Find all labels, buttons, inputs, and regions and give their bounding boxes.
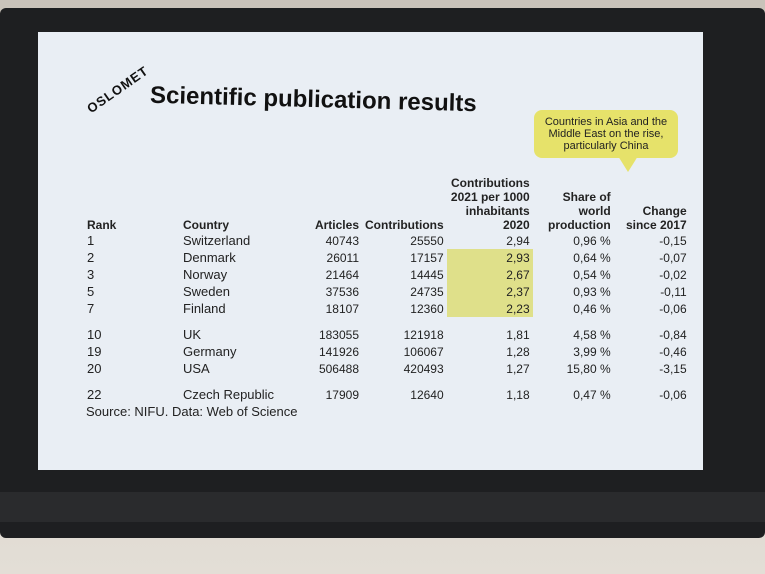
table-cell: 121918 — [403, 327, 444, 342]
table-cell: 22 — [87, 387, 102, 402]
table-cell: Denmark — [183, 250, 236, 265]
table-cell: USA — [183, 361, 210, 376]
table-row: 22 Czech Republic 17909 12640 1,18 0,47 % -0,0… — [84, 377, 690, 403]
table-cell: 1 — [87, 233, 95, 248]
table-cell: 420493 — [403, 361, 444, 376]
table-cell: 18107 — [325, 301, 359, 316]
table-cell: 1,27 — [506, 361, 530, 376]
callout: Countries in Asia and the Middle East on… — [534, 110, 678, 172]
column-header: Change since 2017 — [625, 204, 687, 232]
table-row: 20 USA 506488 420493 1,27 15,80 % -3,15 — [84, 360, 690, 377]
table-cell: 0,93 % — [573, 284, 611, 299]
table-cell: 106067 — [403, 344, 444, 359]
logo: OSLOMET — [84, 62, 152, 117]
table-cell: 26011 — [326, 250, 359, 265]
table-cell: 17157 — [410, 250, 444, 265]
table-cell: 10 — [87, 327, 102, 342]
table-cell: 17909 — [325, 387, 359, 402]
table-cell: -0,84 — [659, 327, 687, 342]
table-cell: -0,15 — [659, 233, 687, 248]
table-row: 3 Norway 21464 14445 2,67 0,54 % -0,02 — [84, 266, 690, 283]
table-cell: 1,28 — [506, 344, 530, 359]
column-header: Rank — [87, 218, 117, 232]
table-row: 7 Finland 18107 12360 2,23 0,46 % -0,06 — [84, 300, 690, 317]
table-cell: 3 — [87, 267, 95, 282]
table-cell: -0,11 — [660, 284, 687, 299]
table-cell: 19 — [87, 344, 102, 359]
header-row: Rank Country Articles Contributions Contribu… — [84, 176, 690, 232]
table-row: 2 Denmark 26011 17157 2,93 0,64 % -0,07 — [84, 249, 690, 266]
table-cell: -0,06 — [659, 387, 687, 402]
table-row: 5 Sweden 37536 24735 2,37 0,93 % -0,11 — [84, 283, 690, 300]
table-cell: 37536 — [325, 284, 359, 299]
table-row: 10 UK 183055 121918 1,81 4,58 % -0,84 — [84, 317, 690, 343]
table-cell: 1,81 — [506, 327, 530, 342]
table-cell: 12640 — [410, 387, 444, 402]
column-header: Articles — [314, 218, 359, 232]
table-cell: 4,58 % — [573, 327, 611, 342]
tray — [0, 492, 765, 522]
table-cell: 2,23 — [446, 300, 533, 317]
table-cell: 506488 — [318, 361, 359, 376]
table-cell: 40743 — [325, 233, 359, 248]
table-cell: 1,18 — [506, 387, 530, 402]
source-note: Source: NIFU. Data: Web of Science — [86, 404, 298, 419]
table-cell: -3,15 — [659, 361, 687, 376]
column-header: Share of world production — [548, 190, 611, 232]
table-cell: 141926 — [318, 344, 359, 359]
column-header: Country — [183, 218, 229, 232]
results-table: Rank Country Articles Contributions Contribu… — [84, 176, 690, 403]
slide: OSLOMET Scientific publication results C… — [38, 32, 703, 470]
table-cell: 24735 — [410, 284, 444, 299]
table-cell: Sweden — [183, 284, 230, 299]
table-cell: -0,46 — [659, 344, 687, 359]
table-row: 1 Switzerland 40743 25550 2,94 0,96 % -0,15 — [84, 232, 690, 249]
table-cell: 7 — [87, 301, 95, 316]
table-row: 19 Germany 141926 106067 1,28 3,99 % -0,46 — [84, 343, 690, 360]
table-cell: UK — [183, 327, 202, 342]
table-cell: Germany — [183, 344, 237, 359]
table-cell: 0,96 % — [573, 233, 611, 248]
table-cell: 25550 — [410, 233, 444, 248]
table-cell: 0,47 % — [573, 387, 611, 402]
table-cell: 2 — [87, 250, 95, 265]
column-header: Contributions — [365, 218, 444, 232]
table-cell: 12360 — [410, 301, 444, 316]
table-cell: 183055 — [318, 327, 359, 342]
table-cell: 15,80 % — [566, 361, 611, 376]
table-cell: Finland — [183, 301, 226, 316]
table-cell: 21464 — [325, 267, 359, 282]
table-cell: Switzerland — [183, 233, 251, 248]
table-cell: 20 — [87, 361, 102, 376]
column-header: Contributions 2021 per 1000 inhabitants … — [450, 176, 530, 232]
table-cell: 14445 — [410, 267, 444, 282]
table-cell: Norway — [183, 267, 228, 282]
table-cell: 0,54 % — [573, 267, 611, 282]
table-cell: Czech Republic — [183, 387, 275, 402]
table-cell: 2,94 — [506, 233, 530, 248]
table-cell: 0,64 % — [573, 250, 611, 265]
slide-title: Scientific publication results — [149, 81, 478, 118]
table-cell: 5 — [87, 284, 95, 299]
table-cell: -0,02 — [659, 267, 687, 282]
table-cell: 2,37 — [446, 283, 533, 300]
table-cell: 2,93 — [446, 249, 533, 266]
table-cell: -0,06 — [659, 301, 687, 316]
table-cell: -0,07 — [659, 250, 687, 265]
table-cell: 2,67 — [446, 266, 533, 283]
table-body: 1 Switzerland 40743 25550 2,94 0,96 % -0,15 2 De… — [84, 232, 690, 403]
table-cell: 0,46 % — [573, 301, 611, 316]
table-cell: 3,99 % — [573, 344, 611, 359]
